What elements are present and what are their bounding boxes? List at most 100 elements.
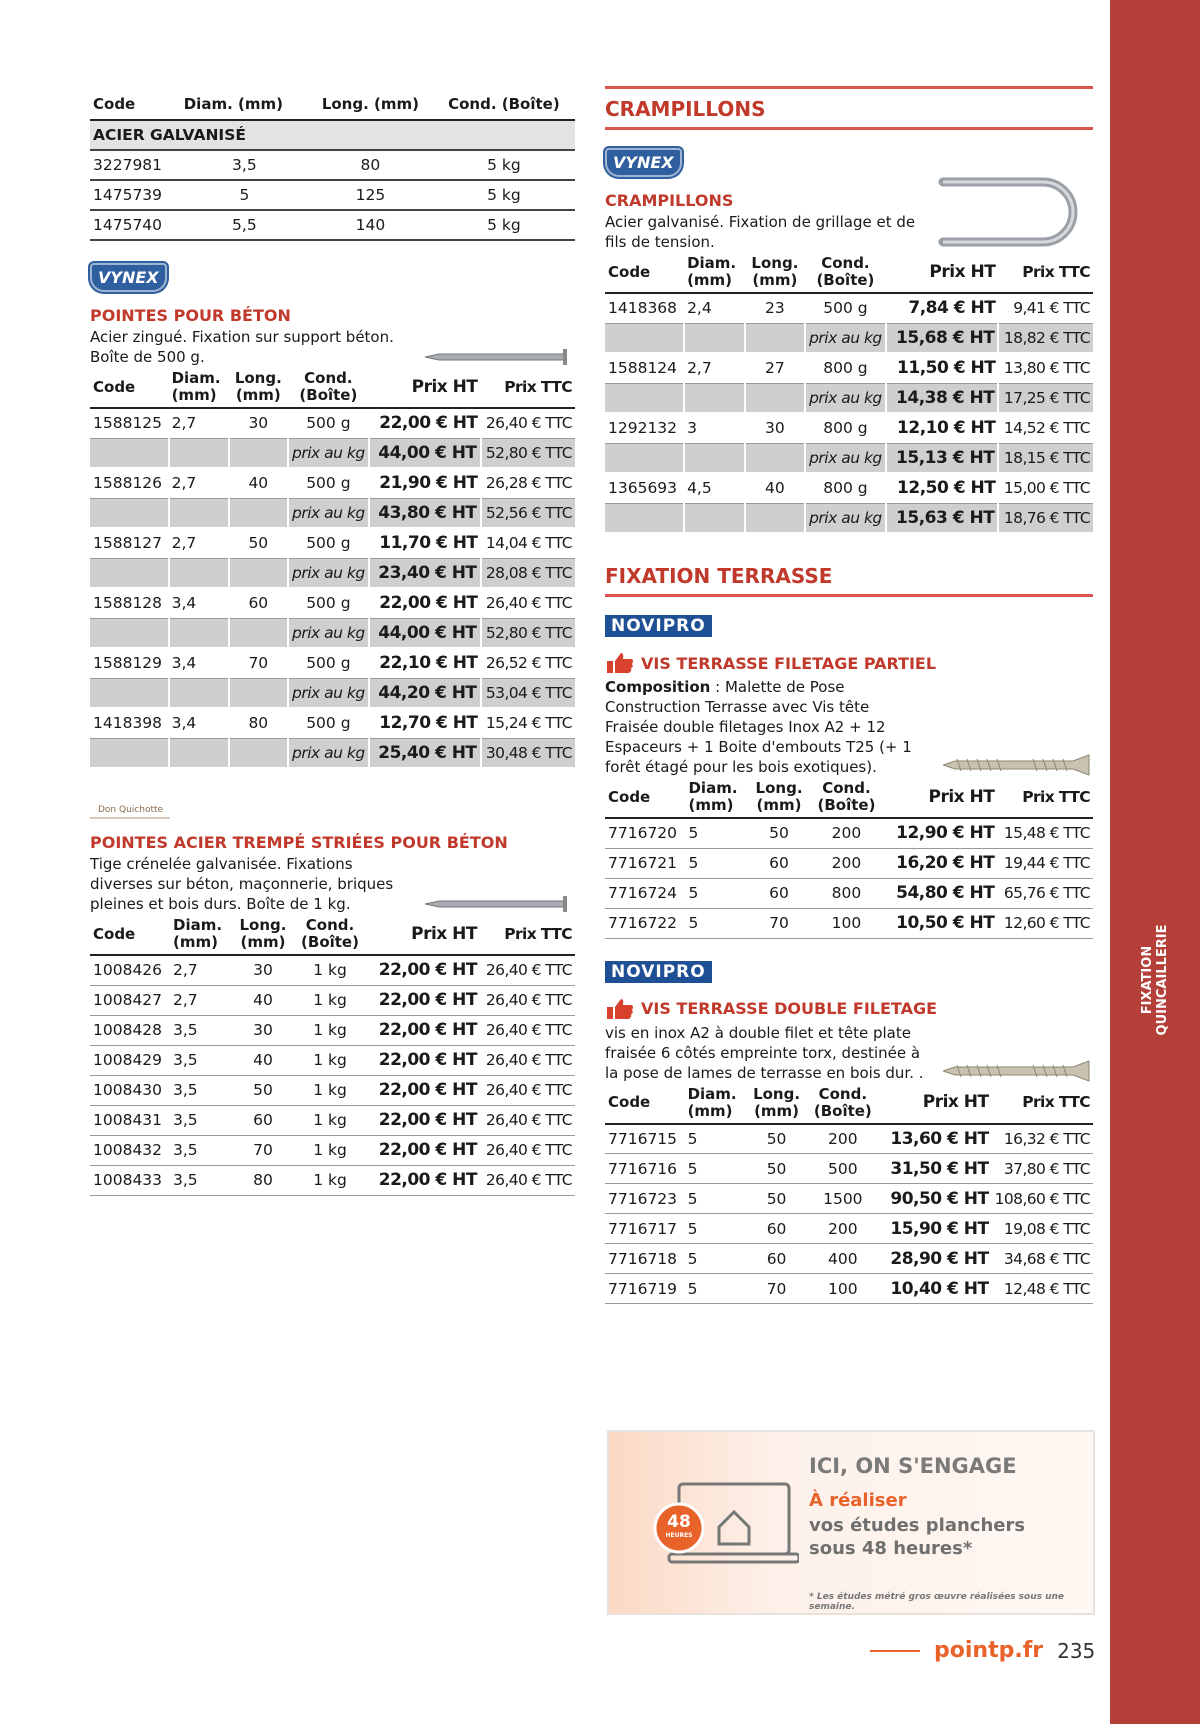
header-row: Code Diam. (mm) Long. (mm) Cond. (Boîte) Pri… — [90, 914, 575, 956]
table-row: 1588124 2,7 27 800 g 11,50 € HT 13,80 € TTC — [605, 353, 1093, 384]
table-cell: 30 — [744, 413, 806, 444]
table-row: 7716720 5 50 200 12,90 € HT 15,48 € TTC — [605, 818, 1093, 849]
left-column: Code Diam. (mm) Long. (mm) Cond. (Boîte) ACI… — [90, 90, 575, 1196]
ad-banner[interactable]: 48 HEURES ICI, ON S'ENGAGE À réaliser vo… — [607, 1430, 1095, 1615]
table-cell: 15,13 € HT — [885, 443, 1000, 474]
table-cell: 52,80 € TTC — [480, 618, 575, 649]
empty-cell — [744, 323, 807, 354]
product: VYNEX CRAMPILLONS Acier galvanisé. Fixatio… — [605, 148, 1093, 534]
table-cell: prix au kg — [805, 503, 887, 534]
table-cell: prix au kg — [288, 438, 370, 469]
product-title: VIS TERRASSE DOUBLE FILETAGE — [641, 999, 938, 1018]
table-cell: 2,7 — [168, 408, 229, 439]
product-title: POINTES ACIER TREMPÉ STRIÉES POUR BÉTON — [90, 833, 508, 852]
table-cell: 70 — [228, 648, 289, 679]
table-cell: 22,00 € HT — [366, 1045, 480, 1076]
table-cell: 23 — [744, 293, 806, 324]
site-link[interactable]: pointp.fr — [934, 1638, 1044, 1663]
table-cell: 70 — [232, 1135, 294, 1166]
table-cell: 7716716 — [605, 1153, 685, 1184]
table-cell: 15,00 € TTC — [998, 473, 1093, 504]
table-cell: 140 — [308, 210, 433, 241]
per-kg-row: prix au kg 14,38 € HT 17,25 € TTC — [605, 383, 1093, 414]
description-row: Tige crénelée galvanisée. Fixations dive… — [90, 852, 575, 914]
brand-logo: Don Quichotte — [90, 791, 170, 819]
side-line: FIXATION — [1140, 945, 1155, 1015]
table-cell: 200 — [810, 818, 883, 849]
table-cell: 500 g — [288, 708, 369, 739]
table-cell: 2,4 — [684, 293, 745, 324]
table-cell: 2,7 — [684, 353, 745, 384]
table-cell: 2,7 — [168, 468, 229, 499]
table-row: 1475740 5,5 140 5 kg — [90, 210, 575, 241]
per-kg-row: prix au kg 15,68 € HT 18,82 € TTC — [605, 323, 1093, 354]
column-header: Code — [605, 1082, 685, 1125]
table-cell: 22,00 € HT — [366, 955, 480, 986]
table-cell: 1008429 — [90, 1045, 170, 1076]
table-cell: 1588129 — [90, 648, 169, 679]
column-header: Code — [605, 252, 685, 294]
table-cell: 27 — [744, 353, 806, 384]
table-cell: 65,76 € TTC — [997, 878, 1093, 909]
table-cell: 5 kg — [432, 150, 575, 181]
column-header: Diam. (mm) — [170, 914, 232, 956]
product-image — [938, 177, 1078, 247]
ad-accent: À réaliser — [809, 1490, 907, 1511]
table-cell: 11,50 € HT — [885, 353, 999, 384]
column-header: Prix HT — [882, 777, 998, 819]
column-header: Cond. (Boîte) — [810, 777, 883, 819]
side-label: FIXATION QUINCAILLERIE — [1140, 925, 1170, 1036]
empty-cell — [228, 498, 290, 529]
table-row: 1418368 2,4 23 500 g 7,84 € HT 9,41 € TTC — [605, 293, 1093, 324]
table-cell: 70 — [747, 908, 811, 939]
empty-cell — [684, 503, 746, 534]
empty-cell — [744, 503, 807, 534]
product-title-row: VIS TERRASSE FILETAGE PARTIEL — [605, 651, 1093, 675]
column-header: Prix HT — [366, 914, 480, 956]
table-cell: 1588127 — [90, 528, 169, 559]
column-header: Code — [605, 777, 686, 819]
table-cell: 7716719 — [605, 1273, 685, 1304]
table-cell: 26,40 € TTC — [480, 1165, 575, 1196]
table-cell: 19,44 € TTC — [997, 848, 1093, 879]
price-table: Code Diam. (mm) Long. (mm) Cond. (Boîte) Pri… — [605, 777, 1093, 939]
table-cell: 5,5 — [180, 210, 309, 241]
empty-cell — [168, 738, 230, 769]
table-cell: 22,00 € HT — [366, 985, 480, 1016]
column-header: Diam. (mm) — [168, 367, 229, 409]
group-row: ACIER GALVANISÉ — [90, 120, 575, 151]
table-cell: 125 — [308, 180, 433, 211]
footer-rule — [870, 1649, 920, 1652]
table-cell: 18,76 € TTC — [998, 503, 1093, 534]
table-cell: 7716715 — [605, 1123, 685, 1154]
description-row: Acier zingué. Fixation sur support béton… — [90, 325, 575, 367]
table-cell: 22,00 € HT — [366, 1075, 480, 1106]
table-cell: 12,60 € TTC — [997, 908, 1093, 939]
table-cell: 60 — [747, 848, 811, 879]
table-row: 1418398 3,4 80 500 g 12,70 € HT 15,24 € TTC — [90, 708, 575, 739]
table-cell: 1588128 — [90, 588, 169, 619]
product-title: VIS TERRASSE FILETAGE PARTIEL — [641, 653, 937, 673]
ad-footnote: * Les études métré gros œuvre réalisées … — [809, 1592, 1065, 1612]
product-title-row: POINTES POUR BÉTON — [90, 306, 575, 325]
badge-unit: HEURES — [665, 1532, 693, 1539]
product-image — [943, 1059, 1090, 1082]
brand-logo: NOVIPRO — [605, 615, 712, 637]
table-cell: 5 — [684, 1153, 746, 1184]
section: FIXATION TERRASSE NOVIPRO VIS TERRASSE FIL… — [605, 556, 1093, 1304]
table-cell: 1 kg — [294, 1135, 366, 1166]
empty-cell — [605, 323, 686, 354]
table-cell: 3 — [684, 413, 745, 444]
table-cell: 50 — [745, 1153, 808, 1184]
table-cell: 500 g — [288, 588, 369, 619]
per-kg-row: prix au kg 23,40 € HT 28,08 € TTC — [90, 558, 575, 589]
column-header: Code — [90, 90, 181, 121]
column-header: Long. (mm) — [232, 914, 294, 956]
table-row: 1588129 3,4 70 500 g 22,10 € HT 26,52 € TTC — [90, 648, 575, 679]
description-label: Composition — [605, 678, 711, 696]
table-cell: 1 kg — [294, 1045, 366, 1076]
table-cell: 500 — [807, 1153, 879, 1184]
column-header: Long. (mm) — [308, 90, 433, 121]
table-cell: 12,50 € HT — [885, 473, 999, 504]
table-cell: 3,5 — [170, 1015, 232, 1046]
